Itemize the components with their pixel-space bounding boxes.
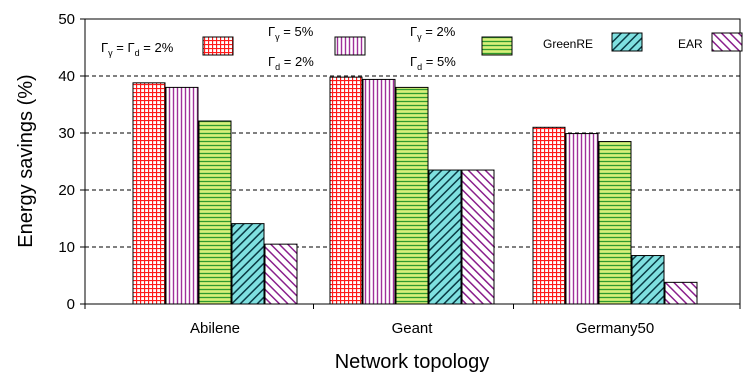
legend-swatch-series-2 xyxy=(334,36,366,56)
bar-germany50-series-3 xyxy=(598,141,632,305)
y-tick-label: 20 xyxy=(58,182,75,199)
legend-label-series-3-line-2: Γd = 5% xyxy=(410,54,456,72)
plot-area: 0 10 20 30 40 50 Abilene Geant Germany50 xyxy=(58,11,741,337)
bar-geant-series-3 xyxy=(395,86,429,305)
bar-abilene-series-4 xyxy=(231,223,265,305)
legend-swatch-series-3 xyxy=(481,36,513,56)
legend-label-series-4: GreenRE xyxy=(543,37,593,51)
x-tick-label: Abilene xyxy=(190,320,240,337)
y-axis-title: Energy savings (%) xyxy=(15,74,37,247)
bar-abilene-series-5 xyxy=(264,243,298,305)
bar-geant-series-2 xyxy=(362,78,396,305)
x-tick-label: Geant xyxy=(392,320,434,337)
bar-germany50-series-4 xyxy=(631,255,665,305)
legend-label-series-3-line-1: Γγ = 2% xyxy=(410,24,456,42)
plot-frame xyxy=(84,18,741,305)
y-tick-label: 30 xyxy=(58,125,75,142)
legend-swatch-series-4 xyxy=(611,32,643,52)
legend-label-series-2-line-2: Γd = 2% xyxy=(268,54,314,72)
y-tick-label: 40 xyxy=(58,68,75,85)
legend-label-series-5: EAR xyxy=(678,37,703,51)
bar-geant-series-1 xyxy=(329,76,363,305)
bar-abilene-series-2 xyxy=(165,86,199,305)
y-tick-label: 10 xyxy=(58,239,75,256)
legend: Γγ = Γd = 2% Γγ = 5% Γd = 2% Γγ = 2% Γd = 5%… xyxy=(101,24,743,72)
bar-geant-series-5 xyxy=(461,169,495,305)
legend-label-series-2-line-1: Γγ = 5% xyxy=(268,24,314,42)
bar-geant-series-4 xyxy=(428,169,462,305)
y-tick-label: 50 xyxy=(58,11,75,28)
bar-germany50-series-1 xyxy=(532,126,566,305)
legend-swatch-series-1 xyxy=(202,36,234,56)
bar-abilene-series-3 xyxy=(198,120,232,305)
bar-abilene-series-1 xyxy=(132,82,166,305)
x-axis-title: Network topology xyxy=(335,351,490,373)
legend-label-series-1: Γγ = Γd = 2% xyxy=(101,40,174,58)
x-tick-label: Germany50 xyxy=(576,320,654,337)
bar-germany50-series-5 xyxy=(664,281,698,305)
y-tick-label: 0 xyxy=(67,296,75,313)
bar-germany50-series-2 xyxy=(565,133,599,305)
legend-swatch-series-5 xyxy=(711,32,743,52)
